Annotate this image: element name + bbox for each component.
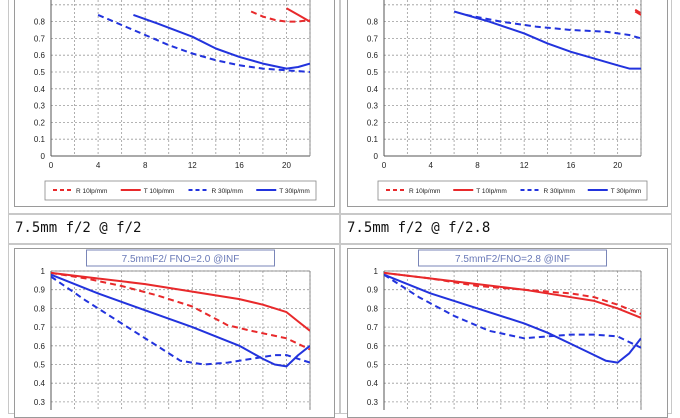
x-tick-label: 12 (188, 161, 197, 170)
y-tick-label: 0.9 (34, 286, 46, 295)
y-tick-label: 0.1 (34, 135, 46, 144)
y-tick-label: 0.7 (34, 323, 46, 332)
y-tick-label: 0.4 (34, 85, 46, 94)
y-tick-label: 0.6 (367, 51, 379, 60)
table-cell-caption-right (340, 214, 672, 244)
y-tick-label: 0.8 (34, 304, 46, 313)
legend-label: T 10lp/mm (144, 188, 175, 195)
chart-frame (14, 248, 335, 418)
series-line (465, 13, 641, 40)
series-line (384, 271, 641, 315)
series-line (384, 273, 641, 364)
legend-label: T 30lp/mm (611, 188, 642, 195)
legend-box (377, 180, 648, 201)
x-tick-label: 4 (429, 161, 434, 170)
series-line (250, 10, 310, 23)
chart-title: 7.5mmF2/FNO=2.8 @INF (455, 254, 570, 265)
chart-caption: 7.5mm f/2 @ f/2 (15, 220, 142, 236)
series-line (51, 271, 310, 332)
series-line (133, 13, 310, 70)
chart-frame (347, 0, 668, 207)
y-tick-label: 0.8 (34, 18, 46, 27)
legend-label: R 10lp/mm (76, 188, 107, 195)
x-tick-label: 20 (282, 161, 291, 170)
legend-label: R 10lp/mm (409, 188, 440, 195)
y-tick-label: 0.6 (367, 342, 379, 351)
legend-label: T 10lp/mm (476, 188, 507, 195)
y-tick-label: 0.6 (34, 342, 46, 351)
legend-box (44, 180, 317, 201)
x-tick-label: 12 (520, 161, 529, 170)
series-line (634, 10, 641, 16)
series-line (384, 271, 641, 319)
x-tick-label: 20 (613, 161, 622, 170)
series-line (51, 275, 310, 366)
y-tick-label: 0.4 (367, 85, 379, 94)
y-tick-label: 1 (374, 267, 379, 276)
chart-title-box (418, 249, 607, 267)
x-tick-label: 16 (235, 161, 244, 170)
y-tick-label: 0.7 (367, 34, 379, 43)
series-line (453, 10, 641, 70)
legend-label: R 30lp/mm (544, 188, 575, 195)
y-tick-label: 0.8 (367, 304, 379, 313)
y-tick-label: 0.1 (367, 135, 379, 144)
x-tick-label: 8 (475, 161, 480, 170)
y-tick-label: 0.3 (34, 102, 46, 111)
y-tick-label: 0.9 (367, 286, 379, 295)
series-line (286, 7, 310, 23)
series-line (634, 8, 641, 15)
y-tick-label: 0.7 (367, 323, 379, 332)
y-tick-label: 0.6 (34, 51, 46, 60)
y-tick-label: 0.3 (34, 398, 46, 407)
y-tick-label: 0.5 (367, 361, 379, 370)
chart-title: 7.5mmF2/ FNO=2.0 @INF (122, 254, 240, 265)
legend-label: T 30lp/mm (279, 188, 310, 195)
series-line (384, 273, 641, 349)
y-tick-label: 0.5 (34, 68, 46, 77)
series-line (97, 13, 310, 73)
chart-frame (347, 248, 668, 418)
y-tick-label: 0 (374, 152, 379, 161)
y-tick-label: 0.4 (34, 379, 46, 388)
y-tick-label: 0.3 (367, 102, 379, 111)
chart-title-box (86, 249, 275, 267)
y-tick-label: 0.8 (367, 18, 379, 27)
y-tick-label: 0.5 (367, 68, 379, 77)
x-tick-label: 0 (49, 161, 54, 170)
y-tick-label: 0.3 (367, 398, 379, 407)
y-tick-label: 0.2 (34, 118, 46, 127)
series-line (51, 271, 310, 351)
table-cell-caption-left (8, 214, 340, 244)
x-tick-label: 8 (143, 161, 148, 170)
chart-frame (14, 0, 335, 207)
legend-label: R 30lp/mm (212, 188, 243, 195)
chart-caption: 7.5mm f/2 @ f/2.8 (347, 220, 491, 236)
y-tick-label: 0.2 (367, 118, 379, 127)
y-tick-label: 0.4 (367, 379, 379, 388)
x-tick-label: 0 (382, 161, 387, 170)
series-line (51, 273, 310, 368)
y-tick-label: 0 (41, 152, 46, 161)
y-tick-label: 1 (41, 267, 46, 276)
y-tick-label: 0.7 (34, 34, 46, 43)
x-tick-label: 16 (566, 161, 575, 170)
y-tick-label: 0.5 (34, 361, 46, 370)
x-tick-label: 4 (96, 161, 101, 170)
